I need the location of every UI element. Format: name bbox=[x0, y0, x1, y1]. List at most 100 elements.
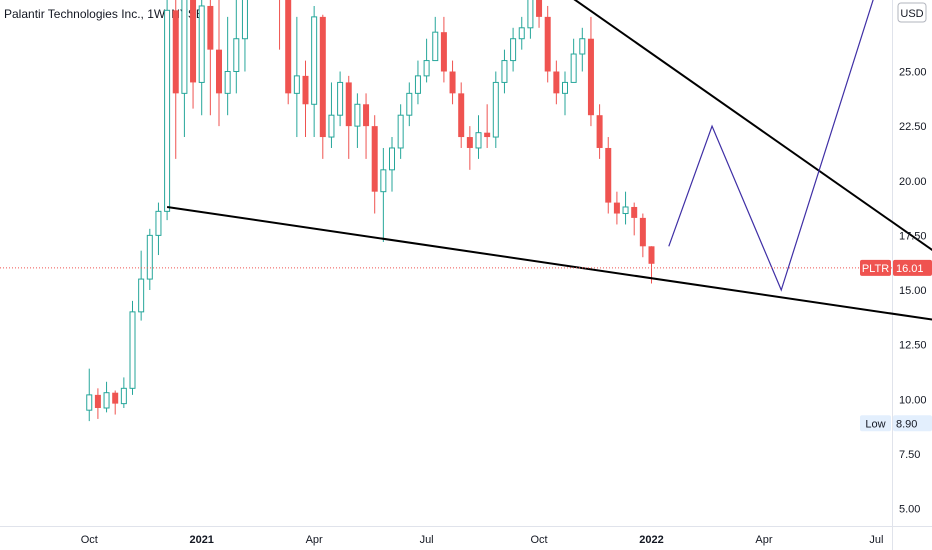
candle bbox=[475, 115, 482, 159]
candle-body bbox=[328, 114, 335, 138]
candle bbox=[279, 0, 281, 50]
candle-body bbox=[579, 38, 586, 55]
candle-body bbox=[440, 32, 447, 72]
candle-body bbox=[639, 217, 646, 247]
candle bbox=[406, 82, 413, 127]
low-tag: Low 8.90 bbox=[860, 415, 932, 432]
candle-body bbox=[120, 387, 127, 405]
candle bbox=[172, 0, 179, 159]
candle-body bbox=[190, 0, 197, 83]
y-tick-label: 12.50 bbox=[899, 340, 927, 352]
y-tick-label: 20.00 bbox=[899, 176, 927, 188]
candle-body bbox=[293, 75, 300, 94]
candle bbox=[423, 38, 430, 83]
candle-body bbox=[414, 75, 421, 94]
candle bbox=[198, 0, 205, 116]
candle-body bbox=[181, 0, 188, 94]
candle bbox=[216, 0, 222, 127]
candle-body bbox=[371, 126, 378, 192]
candle bbox=[328, 82, 335, 148]
y-tick-label: 25.00 bbox=[899, 67, 927, 79]
candle bbox=[311, 5, 318, 138]
candle-body bbox=[423, 60, 430, 77]
candle bbox=[302, 60, 309, 138]
candle-body bbox=[562, 81, 568, 94]
currency-box bbox=[897, 2, 927, 23]
y-tick-label: 10.00 bbox=[899, 394, 927, 406]
candle-body bbox=[605, 147, 612, 203]
candle bbox=[319, 14, 326, 159]
x-tick-label: Jul bbox=[420, 534, 434, 546]
candle-body bbox=[129, 311, 136, 389]
candle bbox=[120, 377, 127, 408]
candle bbox=[432, 16, 439, 62]
candle-body bbox=[363, 104, 370, 127]
candle-body bbox=[501, 60, 508, 83]
currency-label: USD bbox=[900, 8, 923, 20]
candle bbox=[138, 250, 145, 321]
candle bbox=[181, 0, 188, 138]
price-axis[interactable]: 5.00 7.50 10.00 12.50 15.00 17.50 20.00 22.50 25… bbox=[897, 0, 927, 516]
candle bbox=[466, 126, 473, 170]
candle bbox=[337, 71, 344, 127]
candle-body bbox=[233, 38, 240, 72]
candle-body bbox=[146, 234, 153, 280]
candle bbox=[129, 300, 136, 395]
candle bbox=[94, 388, 101, 419]
candle bbox=[112, 390, 119, 415]
candle bbox=[518, 16, 525, 50]
candle bbox=[622, 191, 629, 225]
candlestick-series bbox=[86, 0, 655, 422]
candle-body bbox=[198, 5, 205, 83]
candle bbox=[510, 27, 517, 72]
candle-body bbox=[207, 5, 214, 50]
last-price-tag-value: 16.01 bbox=[896, 263, 924, 275]
candle-body bbox=[337, 81, 344, 116]
candle bbox=[207, 0, 214, 116]
candle bbox=[536, 0, 543, 28]
candle-body bbox=[510, 38, 517, 62]
candle-body bbox=[389, 147, 395, 171]
candle bbox=[155, 202, 162, 256]
candle-body bbox=[155, 210, 162, 236]
candle-body bbox=[631, 206, 638, 218]
candle bbox=[224, 16, 231, 116]
y-tick-label: 22.50 bbox=[899, 121, 927, 133]
candle bbox=[233, 0, 240, 94]
candle-body bbox=[172, 10, 179, 94]
candle bbox=[345, 75, 352, 159]
candle-body bbox=[648, 246, 655, 264]
trendline-upper bbox=[573, 0, 932, 252]
y-tick-label: 15.00 bbox=[899, 285, 927, 297]
last-price-tag-name-box bbox=[860, 259, 891, 276]
candle-body bbox=[164, 9, 171, 212]
candle-body bbox=[224, 71, 231, 94]
candle-body bbox=[484, 132, 491, 138]
x-tick-label: Apr bbox=[755, 534, 772, 546]
candle-body bbox=[492, 81, 499, 138]
candle bbox=[605, 137, 612, 214]
candle-body bbox=[613, 202, 620, 214]
candle bbox=[631, 202, 638, 236]
candle-body bbox=[311, 16, 318, 105]
candle bbox=[285, 0, 292, 105]
low-tag-value: 8.90 bbox=[896, 418, 917, 430]
y-tick-label: 5.00 bbox=[899, 504, 920, 516]
candle bbox=[86, 368, 93, 422]
candle-body bbox=[103, 392, 110, 409]
candle-body bbox=[345, 82, 352, 127]
candle-body bbox=[406, 92, 413, 116]
candle-body bbox=[380, 169, 387, 193]
x-tick-label: Apr bbox=[306, 534, 323, 546]
candle-body bbox=[553, 71, 560, 94]
time-axis[interactable]: Oct2021AprJulOct2022AprJulOct2023 bbox=[81, 534, 932, 546]
candle bbox=[380, 147, 387, 242]
x-tick-label: 2021 bbox=[189, 534, 213, 546]
candle-body bbox=[86, 394, 93, 411]
candle-body bbox=[622, 206, 629, 215]
candle-body bbox=[285, 0, 292, 94]
candle bbox=[449, 60, 456, 105]
